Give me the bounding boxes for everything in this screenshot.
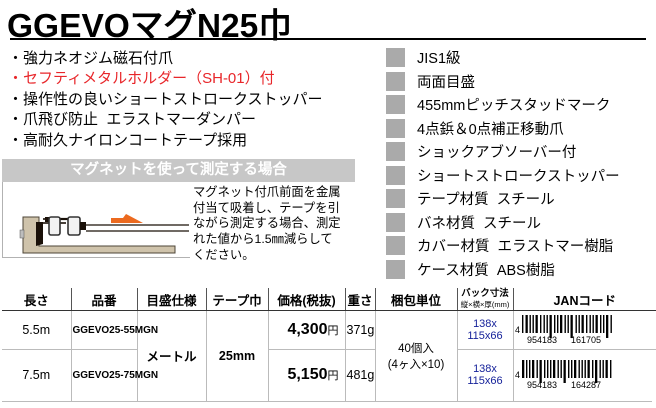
- svg-text:954183: 954183: [527, 335, 557, 344]
- svg-text:161705: 161705: [571, 335, 601, 344]
- svg-text:164287: 164287: [571, 380, 601, 389]
- svg-text:954183: 954183: [527, 380, 557, 389]
- svg-text:4: 4: [515, 370, 520, 380]
- svg-text:4: 4: [515, 325, 520, 335]
